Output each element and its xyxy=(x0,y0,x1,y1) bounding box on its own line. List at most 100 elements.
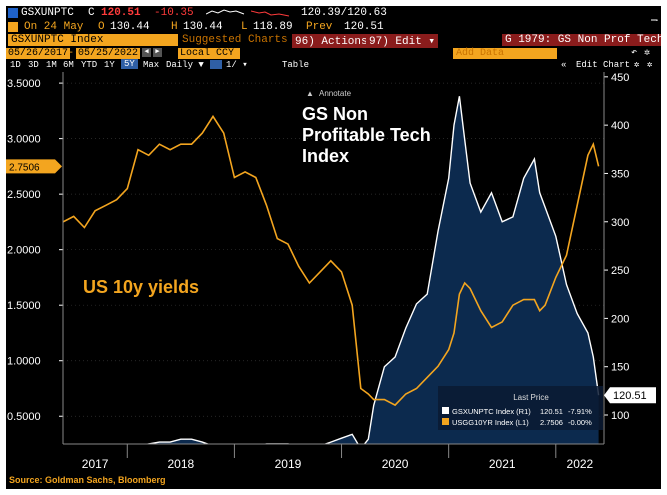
gs-annotation-line2: Profitable Tech xyxy=(302,125,431,145)
gs-annotation-line3: Index xyxy=(302,146,349,166)
left-tick-label: 1.5000 xyxy=(7,300,41,312)
annotate-label[interactable]: Annotate xyxy=(319,89,352,98)
legend-label-gs: GSXUNPTC Index (R1) xyxy=(452,407,531,416)
sparkline-icon xyxy=(206,9,245,15)
right-tick-label: 100 xyxy=(611,410,629,422)
right-axis-ticks: 450 400 350 300 250 200 150 100 xyxy=(603,72,629,444)
last-price: 120.51 xyxy=(101,7,141,19)
period-3d[interactable]: 3D xyxy=(28,60,39,70)
ticker-prefix: C xyxy=(88,7,95,19)
left-current-value: 2.7506 xyxy=(9,162,40,173)
bid-ask: 120.39/120.63 xyxy=(301,7,387,19)
add-data-field[interactable]: Add Data xyxy=(453,48,557,59)
left-current-tag: 2.7506 xyxy=(6,159,62,174)
x-tick-label: 2019 xyxy=(275,457,302,471)
quote-date: On 24 May xyxy=(24,21,84,33)
left-tick-label: 3.0000 xyxy=(7,134,41,146)
right-tick-label: 400 xyxy=(611,120,629,132)
edit-menu[interactable]: 97) Edit ▾ xyxy=(366,34,439,48)
end-date-field[interactable]: 05/25/2022 xyxy=(76,48,141,59)
period-1y[interactable]: 1Y xyxy=(104,60,115,70)
left-tick-label: 2.5000 xyxy=(7,189,41,201)
date-range-bar: 05/26/2017 - 05/25/2022 ◀ ▶ Local CCY Ad… xyxy=(6,47,661,59)
info-icon xyxy=(8,22,18,32)
period-ytd[interactable]: YTD xyxy=(81,60,98,70)
us10y-annotation: US 10y yields xyxy=(83,277,199,297)
low-label: L xyxy=(241,21,248,33)
legend-change-gs: -7.91% xyxy=(568,407,592,416)
legend-label-yield: USGG10YR Index (L1) xyxy=(452,418,529,427)
settings-icon[interactable]: ✲ xyxy=(634,60,640,70)
period-max[interactable]: Max xyxy=(143,60,160,70)
period-1m[interactable]: 1M xyxy=(46,60,57,70)
period-1d[interactable]: 1D xyxy=(10,60,21,70)
left-tick-label: 2.0000 xyxy=(7,245,41,257)
legend-title: Last Price xyxy=(513,393,549,402)
open-value: 130.44 xyxy=(110,21,150,33)
prev-label: Prev xyxy=(306,21,333,33)
price-change: -10.35 xyxy=(154,7,194,19)
index-name-field[interactable]: GSXUNPTC Index xyxy=(8,34,178,46)
chart-style-select[interactable]: 1/ ▾ xyxy=(226,60,248,70)
actions-menu[interactable]: 96) Actions ▾ xyxy=(292,34,384,48)
us10y-yield-line xyxy=(63,114,600,407)
annotate-caret-icon[interactable]: ▲ xyxy=(306,89,314,98)
edit-chart-button[interactable]: Edit Chart xyxy=(576,60,631,70)
frequency-select[interactable]: Daily ▼ xyxy=(166,60,204,70)
right-tick-label: 150 xyxy=(611,362,629,374)
suggested-charts-button[interactable]: Suggested Charts xyxy=(182,34,288,46)
right-current-value: 120.51 xyxy=(613,390,647,402)
x-axis-labels: 2017 2018 2019 2020 2021 2022 xyxy=(63,443,604,471)
left-tick-label: 1.0000 xyxy=(7,356,41,368)
date-separator: - xyxy=(68,48,75,59)
right-tick-label: 450 xyxy=(611,72,629,84)
x-tick-label: 2018 xyxy=(167,457,194,471)
right-tick-label: 300 xyxy=(611,217,629,229)
right-tick-label: 250 xyxy=(611,265,629,277)
open-label: O xyxy=(98,21,105,33)
chart-area: 3.5000 3.0000 2.5000 2.0000 1.5000 1.0000 0.50… xyxy=(6,72,656,471)
period-bar: 1D 3D 1M 6M YTD 1Y 5Y Max Daily ▼ 1/ ▾ T… xyxy=(6,59,661,72)
legend: Last Price GSXUNPTC Index (R1) 120.51 -7… xyxy=(438,386,603,430)
undo-icon[interactable]: ↶ xyxy=(631,48,638,59)
legend-swatch-gs xyxy=(442,407,449,414)
gear-icon[interactable]: ✲ xyxy=(644,48,651,59)
left-axis-ticks: 3.5000 3.0000 2.5000 2.0000 1.5000 1.0000 0.50… xyxy=(7,72,64,444)
start-date-field[interactable]: 05/26/2017 xyxy=(6,48,71,59)
right-tick-label: 350 xyxy=(611,168,629,180)
low-value: 118.89 xyxy=(253,21,293,33)
collapse-icon[interactable]: « xyxy=(561,60,567,70)
sparkline-red-icon xyxy=(251,10,290,17)
right-current-tag: 120.51 xyxy=(604,387,656,404)
x-tick-label: 2020 xyxy=(382,457,409,471)
line-chart-icon[interactable] xyxy=(210,60,222,69)
gs-index-area xyxy=(63,96,599,444)
gs-annotation-line1: GS Non xyxy=(302,104,368,124)
high-value: 130.44 xyxy=(183,21,223,33)
period-6m[interactable]: 6M xyxy=(63,60,74,70)
gs-index-line xyxy=(144,96,600,444)
bloomberg-terminal: GSXUNPTC C 120.51 -10.35 120.39/120.63 O… xyxy=(6,6,661,489)
options-icon[interactable]: ✲ xyxy=(647,60,653,70)
source-note: Source: Goldman Sachs, Bloomberg xyxy=(9,475,166,485)
legend-value-gs: 120.51 xyxy=(540,407,563,416)
left-tick-label: 0.5000 xyxy=(7,411,41,423)
ohlc-line: On 24 May O 130.44 H 130.44 L 118.89 Pre… xyxy=(6,21,661,33)
next-arrow-icon[interactable]: ▶ xyxy=(153,48,162,57)
security-title: G 1979: GS Non Prof Tech 10y xyxy=(502,34,661,46)
x-tick-label: 2021 xyxy=(489,457,516,471)
legend-value-yield: 2.7506 xyxy=(540,418,563,427)
prev-value: 120.51 xyxy=(344,21,384,33)
ticker-symbol: GSXUNPTC xyxy=(21,7,74,19)
currency-field[interactable]: Local CCY xyxy=(178,48,240,59)
left-tick-label: 3.5000 xyxy=(7,78,41,90)
quote-line: GSXUNPTC C 120.51 -10.35 120.39/120.63 xyxy=(6,6,661,30)
legend-swatch-yield xyxy=(442,418,449,425)
x-tick-label: 2022 xyxy=(567,457,594,471)
function-toolbar: GSXUNPTC Index Suggested Charts 96) Acti… xyxy=(6,33,661,48)
annotate-button[interactable]: Annotate ▲ xyxy=(301,87,371,99)
high-label: H xyxy=(171,21,178,33)
table-button[interactable]: Table xyxy=(282,60,310,70)
period-5y[interactable]: 5Y xyxy=(121,59,138,69)
prev-arrow-icon[interactable]: ◀ xyxy=(142,48,151,57)
